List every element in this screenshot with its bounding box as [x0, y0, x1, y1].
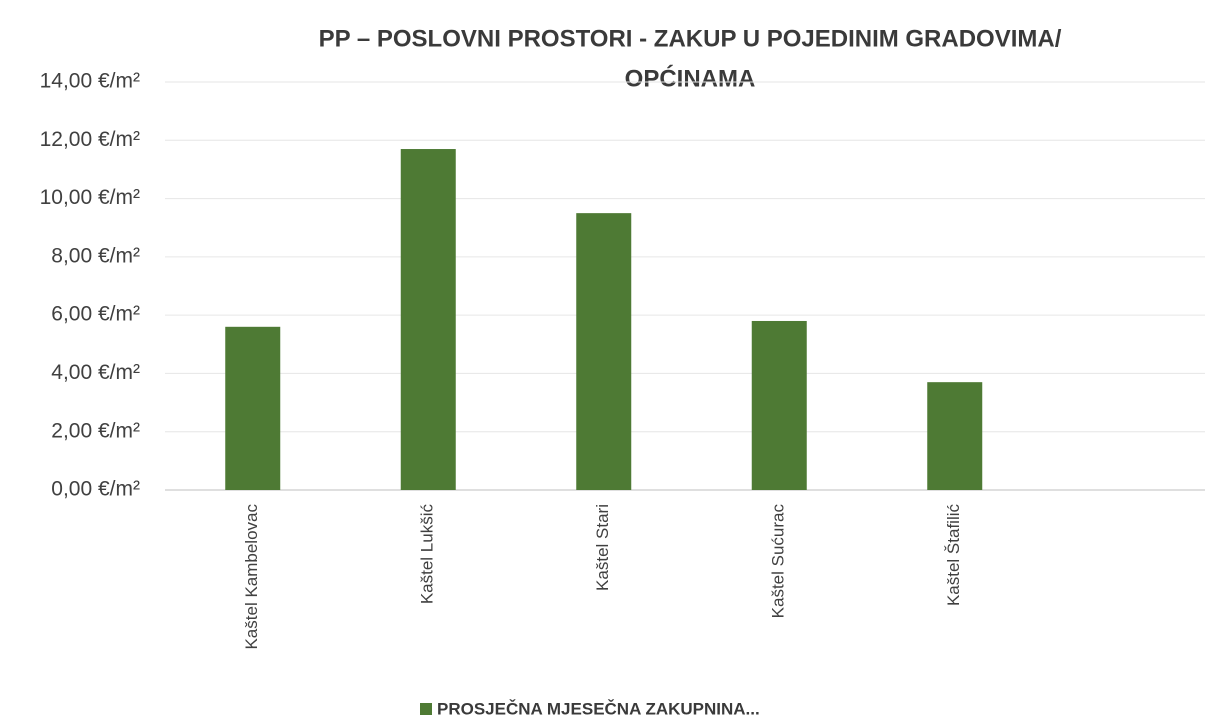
chart-title: PP – POSLOVNI PROSTORI - ZAKUP U POJEDIN… [319, 25, 1062, 52]
chart-title: OPĆINAMA [625, 64, 756, 92]
y-tick-label: 10,00 €/m² [40, 186, 140, 209]
bar [400, 149, 456, 490]
x-tick-label: Kaštel Lukšić [418, 504, 437, 605]
y-tick-label: 6,00 €/m² [51, 303, 140, 326]
x-tick-label: Kaštel Sućurac [769, 504, 788, 619]
bar [751, 320, 807, 490]
legend-swatch [420, 703, 432, 715]
x-tick-label: Kaštel Štafilić [944, 504, 963, 607]
bar [927, 382, 983, 490]
y-tick-label: 12,00 €/m² [40, 128, 140, 151]
y-tick-label: 8,00 €/m² [51, 244, 140, 267]
y-tick-label: 14,00 €/m² [40, 70, 140, 93]
bar [225, 326, 281, 490]
legend-label: PROSJEČNA MJESEČNA ZAKUPNINA... [437, 699, 760, 718]
y-tick-label: 0,00 €/m² [51, 478, 140, 501]
bar [576, 213, 632, 490]
y-tick-label: 2,00 €/m² [51, 419, 140, 442]
y-tick-label: 4,00 €/m² [51, 361, 140, 384]
x-tick-label: Kaštel Stari [593, 504, 612, 591]
x-tick-label: Kaštel Kambelovac [242, 504, 261, 650]
